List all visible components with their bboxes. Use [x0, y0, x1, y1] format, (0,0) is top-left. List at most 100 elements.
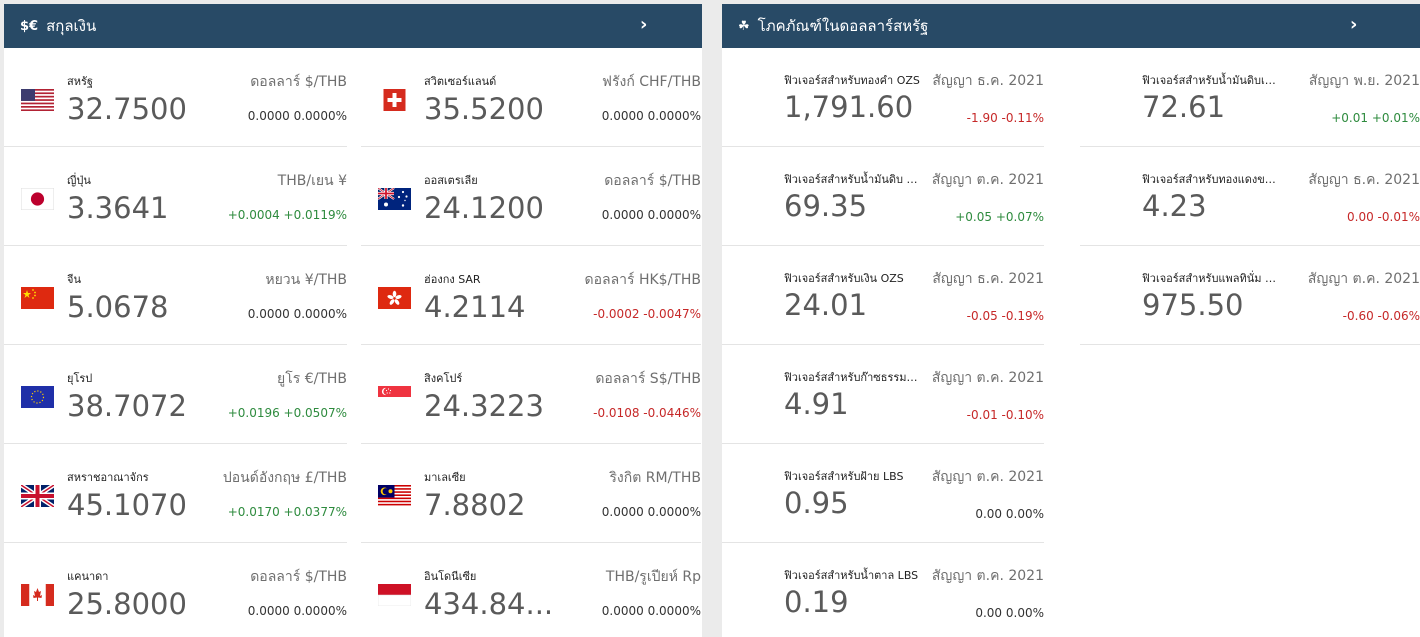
- my-flag-icon: [378, 485, 411, 507]
- commodity-row[interactable]: ฟิวเจอร์สสำหรับทองคำ OZS 1,791.60 สัญญา ธ.…: [722, 48, 1044, 147]
- currency-change: 0.0000 0.0000%: [247, 604, 347, 618]
- currency-row[interactable]: สิงคโปร์ 24.3223 ดอลลาร์ S$/THB -0.0108 -0.…: [361, 345, 701, 444]
- currency-row[interactable]: ออสเตรเลีย 24.1200 ดอลลาร์ $/THB 0.0000 0.0…: [361, 147, 701, 246]
- commodity-row[interactable]: ฟิวเจอร์สสำหรับฝ้าย LBS 0.95 สัญญา ต.ค. 20…: [722, 444, 1044, 543]
- commodity-row[interactable]: ฟิวเจอร์สสำหรับเงิน OZS 24.01 สัญญา ธ.ค. 2…: [722, 246, 1044, 345]
- us-flag-icon: [21, 89, 54, 111]
- commodity-name: ฟิวเจอร์สสำหรับทองคำ OZS: [784, 74, 920, 87]
- commodity-price: 4.91: [784, 387, 849, 421]
- commodity-name: ฟิวเจอร์สสำหรับแพลทินั่ม O...: [1142, 272, 1282, 285]
- commodity-price: 0.19: [784, 585, 849, 619]
- commodity-price: 975.50: [1142, 288, 1244, 322]
- currency-pair: ยูโร €/THB: [277, 371, 347, 387]
- commodity-price: 24.01: [784, 288, 868, 322]
- chevron-right-icon[interactable]: ›: [1350, 14, 1358, 35]
- currency-price: 24.3223: [424, 389, 544, 423]
- id-flag-icon: [378, 584, 411, 606]
- commodity-row[interactable]: ฟิวเจอร์สสำหรับแพลทินั่ม O... 975.50 สัญญา…: [1080, 246, 1420, 345]
- currency-pair: THB/รูเปียห์ Rp: [605, 569, 701, 585]
- commodity-contract: สัญญา ต.ค. 2021: [1307, 271, 1420, 287]
- commodity-change: -0.60 -0.06%: [1342, 309, 1420, 323]
- currency-price: 5.0678: [67, 290, 169, 324]
- currency-panel: $€ สกุลเงิน › สหรัฐ 32.7500 ดอลลาร์ $/THB 0…: [4, 4, 702, 637]
- currency-change: -0.0108 -0.0446%: [593, 406, 701, 420]
- commodity-row[interactable]: ฟิวเจอร์สสำหรับน้ำตาล LBS 0.19 สัญญา ต.ค. …: [722, 543, 1044, 637]
- currency-price: 35.5200: [424, 92, 544, 126]
- commodity-contract: สัญญา ต.ค. 2021: [931, 469, 1044, 485]
- commodity-change: +0.01 +0.01%: [1331, 111, 1420, 125]
- currency-name: จีน: [67, 273, 81, 286]
- commodity-row[interactable]: ฟิวเจอร์สสำหรับน้ำมันดิบเบ... 72.61 สัญญา …: [1080, 48, 1420, 147]
- jp-flag-icon: [21, 188, 54, 210]
- commodity-row[interactable]: ฟิวเจอร์สสำหรับทองแดงของ... 4.23 สัญญา ธ.ค…: [1080, 147, 1420, 246]
- wheat-icon: ☘: [738, 18, 750, 34]
- commodity-change: -0.05 -0.19%: [966, 309, 1044, 323]
- currency-price: 24.1200: [424, 191, 544, 225]
- currency-price: 4.2114: [424, 290, 526, 324]
- currency-change: +0.0004 +0.0119%: [227, 208, 347, 222]
- currency-name: ยุโรป: [67, 372, 93, 385]
- currency-price: 434.84...: [424, 587, 554, 621]
- currency-row[interactable]: ฮ่องกง SAR 4.2114 ดอลลาร์ HK$/THB -0.0002 -…: [361, 246, 701, 345]
- commodity-change: -0.01 -0.10%: [966, 408, 1044, 422]
- commodity-contract: สัญญา ธ.ค. 2021: [1308, 172, 1420, 188]
- currency-pair: ปอนด์อังกฤษ £/THB: [222, 470, 347, 486]
- currency-row[interactable]: สหรัฐ 32.7500 ดอลลาร์ $/THB 0.0000 0.0000%: [4, 48, 347, 147]
- currency-price: 38.7072: [67, 389, 187, 423]
- currency-panel-header: $€ สกุลเงิน ›: [4, 4, 702, 48]
- commodity-change: +0.05 +0.07%: [955, 210, 1044, 224]
- chevron-right-icon[interactable]: ›: [640, 14, 648, 35]
- currency-name: ญี่ปุ่น: [67, 174, 91, 187]
- ch-flag-icon: [378, 89, 411, 111]
- currency-row[interactable]: ญี่ปุ่น 3.3641 THB/เยน ¥ +0.0004 +0.0119%: [4, 147, 347, 246]
- commodity-price: 72.61: [1142, 90, 1226, 124]
- currency-name: มาเลเซีย: [424, 471, 466, 484]
- commodity-contract: สัญญา ต.ค. 2021: [931, 370, 1044, 386]
- currency-change: -0.0002 -0.0047%: [593, 307, 701, 321]
- currency-pair: ดอลลาร์ $/THB: [604, 173, 701, 189]
- currency-row[interactable]: ยุโรป 38.7072 ยูโร €/THB +0.0196 +0.0507%: [4, 345, 347, 444]
- hk-flag-icon: [378, 287, 411, 309]
- au-flag-icon: [378, 188, 411, 210]
- currency-name: ออสเตรเลีย: [424, 174, 478, 187]
- currency-row[interactable]: มาเลเซีย 7.8802 ริงกิต RM/THB 0.0000 0.0000…: [361, 444, 701, 543]
- currency-pair: ดอลลาร์ $/THB: [250, 569, 347, 585]
- currency-price: 32.7500: [67, 92, 187, 126]
- currency-pair: หยวน ¥/THB: [265, 272, 347, 288]
- commodity-contract: สัญญา ต.ค. 2021: [931, 568, 1044, 584]
- currency-change: 0.0000 0.0000%: [601, 109, 701, 123]
- currency-change: 0.0000 0.0000%: [601, 208, 701, 222]
- currency-pair: ดอลลาร์ HK$/THB: [584, 272, 701, 288]
- commodity-contract: สัญญา ต.ค. 2021: [931, 172, 1044, 188]
- currency-row[interactable]: อินโดนีเซีย 434.84... THB/รูเปียห์ Rp 0.000…: [361, 543, 701, 637]
- eu-flag-icon: [21, 386, 54, 408]
- currency-change: +0.0170 +0.0377%: [227, 505, 347, 519]
- currency-pair: THB/เยน ¥: [277, 173, 347, 189]
- currency-pair: ดอลลาร์ S$/THB: [595, 371, 701, 387]
- commodity-row[interactable]: ฟิวเจอร์สสำหรับน้ำมันดิบ W... 69.35 สัญญา …: [722, 147, 1044, 246]
- commodity-price: 1,791.60: [784, 90, 914, 124]
- currency-price: 7.8802: [424, 488, 526, 522]
- currency-row[interactable]: สหราชอาณาจักร 45.1070 ปอนด์อังกฤษ £/THB +0.…: [4, 444, 347, 543]
- commodity-name: ฟิวเจอร์สสำหรับก๊าซธรรมชา...: [784, 371, 924, 384]
- commodity-name: ฟิวเจอร์สสำหรับฝ้าย LBS: [784, 470, 904, 483]
- commodity-row[interactable]: ฟิวเจอร์สสำหรับก๊าซธรรมชา... 4.91 สัญญา ต.…: [722, 345, 1044, 444]
- currency-row[interactable]: สวิตเซอร์แลนด์ 35.5200 ฟรังก์ CHF/THB 0.000…: [361, 48, 701, 147]
- commodity-change: 0.00 0.00%: [975, 606, 1044, 620]
- commodity-name: ฟิวเจอร์สสำหรับเงิน OZS: [784, 272, 904, 285]
- currency-row[interactable]: แคนาดา 25.8000 ดอลลาร์ $/THB 0.0000 0.0000%: [4, 543, 347, 637]
- currency-change: 0.0000 0.0000%: [601, 505, 701, 519]
- commodity-contract: สัญญา ธ.ค. 2021: [932, 271, 1044, 287]
- commodity-change: 0.00 -0.01%: [1347, 210, 1420, 224]
- commodity-name: ฟิวเจอร์สสำหรับน้ำมันดิบ W...: [784, 173, 924, 186]
- commodity-panel-header: ☘ โภคภัณฑ์ในดอลลาร์สหรัฐ ›: [722, 4, 1420, 48]
- currency-change: 0.0000 0.0000%: [601, 604, 701, 618]
- currency-pair: ดอลลาร์ $/THB: [250, 74, 347, 90]
- currency-name: สหรัฐ: [67, 75, 93, 88]
- currency-change: +0.0196 +0.0507%: [227, 406, 347, 420]
- currency-row[interactable]: จีน 5.0678 หยวน ¥/THB 0.0000 0.0000%: [4, 246, 347, 345]
- currency-change: 0.0000 0.0000%: [247, 307, 347, 321]
- commodity-change: -1.90 -0.11%: [966, 111, 1044, 125]
- commodity-change: 0.00 0.00%: [975, 507, 1044, 521]
- currency-name: สหราชอาณาจักร: [67, 471, 149, 484]
